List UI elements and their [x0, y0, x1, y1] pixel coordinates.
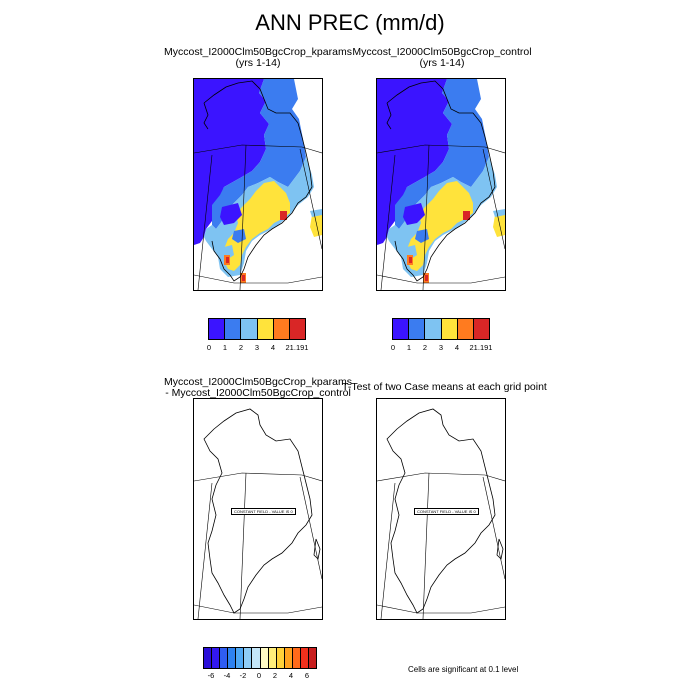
colorbar-swatch [308, 648, 317, 668]
panel-title-kparams: Myccost_I2000Clm50BgcCrop_kparams (yrs 1… [158, 47, 358, 69]
colorbar-label: 21.191 [285, 343, 309, 352]
greenland-outline-map [377, 408, 505, 619]
map-difference [193, 398, 323, 620]
colorbar-swatch [224, 319, 241, 339]
map-kparams [193, 78, 323, 291]
colorbar-label: 0 [206, 343, 212, 352]
colorbar-swatch [235, 648, 244, 668]
graticule [377, 144, 505, 290]
colorbar-label: -2 [239, 671, 247, 680]
colorbar-precip-left [208, 318, 306, 340]
colorbar-swatch [424, 319, 441, 339]
colorbar-swatch [209, 319, 225, 339]
panel-title-ttest: T-Test of two Case means at each grid po… [342, 381, 547, 393]
colorbar-label: 3 [254, 343, 260, 352]
colorbar-label: 4 [270, 343, 276, 352]
colorbar-swatch [267, 648, 276, 668]
colorbar-swatch [256, 319, 273, 339]
colorbar-label: 4 [288, 671, 294, 680]
colorbar-label: 0 [256, 671, 262, 680]
coastline [386, 408, 504, 614]
colorbar-label: 6 [304, 671, 310, 680]
precip-field [194, 79, 322, 283]
colorbar-swatch [299, 648, 309, 668]
colorbar-label: 21.191 [469, 343, 493, 352]
colorbar-swatch [275, 648, 284, 668]
colorbar-label: 0 [390, 343, 396, 352]
panel-title-control: Myccost_I2000Clm50BgcCrop_control (yrs 1… [342, 47, 542, 69]
panel-subtitle-text: (yrs 1-14) [419, 57, 465, 69]
colorbar-swatch [393, 319, 409, 339]
colorbar-difference [203, 647, 317, 669]
colorbar-label: 2 [272, 671, 278, 680]
colorbar-swatch [211, 648, 220, 668]
colorbar-swatch [472, 319, 490, 339]
colorbar-swatch [291, 648, 300, 668]
colorbar-label: 4 [454, 343, 460, 352]
graticule [377, 472, 505, 619]
colorbar-label: 2 [238, 343, 244, 352]
colorbar-swatch [227, 648, 236, 668]
map-control [376, 78, 506, 291]
colorbar-swatch [219, 648, 228, 668]
coastline [386, 80, 496, 282]
coastline [203, 80, 313, 282]
colorbar-label: 3 [438, 343, 444, 352]
colorbar-label: -6 [207, 671, 215, 680]
colorbar-precip-right [392, 318, 490, 340]
greenland-precip-map [377, 79, 505, 290]
colorbar-swatch [243, 648, 252, 668]
panel-title-text: Myccost_I2000Clm50BgcCrop_control [352, 46, 532, 58]
panel-title-text: Myccost_I2000Clm50BgcCrop_kparams [164, 46, 352, 58]
greenland-precip-map [194, 79, 322, 290]
colorbar-label: -4 [223, 671, 231, 680]
colorbar-label: 2 [422, 343, 428, 352]
colorbar-swatch [259, 648, 268, 668]
colorbar-swatch [204, 648, 212, 668]
significance-footnote: Cells are significant at 0.1 level [408, 665, 519, 674]
colorbar-swatch [456, 319, 473, 339]
panel-title-text: Myccost_I2000Clm50BgcCrop_kparams [164, 376, 352, 388]
coastline [203, 408, 321, 614]
constant-field-note: CONSTANT FIELD - VALUE IS 0 [414, 508, 479, 515]
constant-field-note: CONSTANT FIELD - VALUE IS 0 [231, 508, 296, 515]
graticule [194, 144, 322, 290]
colorbar-swatch [283, 648, 292, 668]
greenland-outline-map [194, 408, 322, 619]
colorbar-label: 1 [222, 343, 228, 352]
colorbar-swatch [408, 319, 425, 339]
panel-title-difference: Myccost_I2000Clm50BgcCrop_kparams - Mycc… [158, 377, 358, 399]
panel-title-text-2: - Myccost_I2000Clm50BgcCrop_control [165, 387, 351, 399]
graticule [194, 472, 322, 619]
colorbar-swatch [440, 319, 457, 339]
colorbar-swatch [288, 319, 306, 339]
colorbar-swatch [240, 319, 257, 339]
colorbar-swatch [272, 319, 289, 339]
colorbar-swatch [251, 648, 260, 668]
figure-title: ANN PREC (mm/d) [255, 10, 445, 35]
colorbar-label: 1 [406, 343, 412, 352]
precip-field [377, 79, 505, 283]
panel-subtitle-text: (yrs 1-14) [235, 57, 281, 69]
